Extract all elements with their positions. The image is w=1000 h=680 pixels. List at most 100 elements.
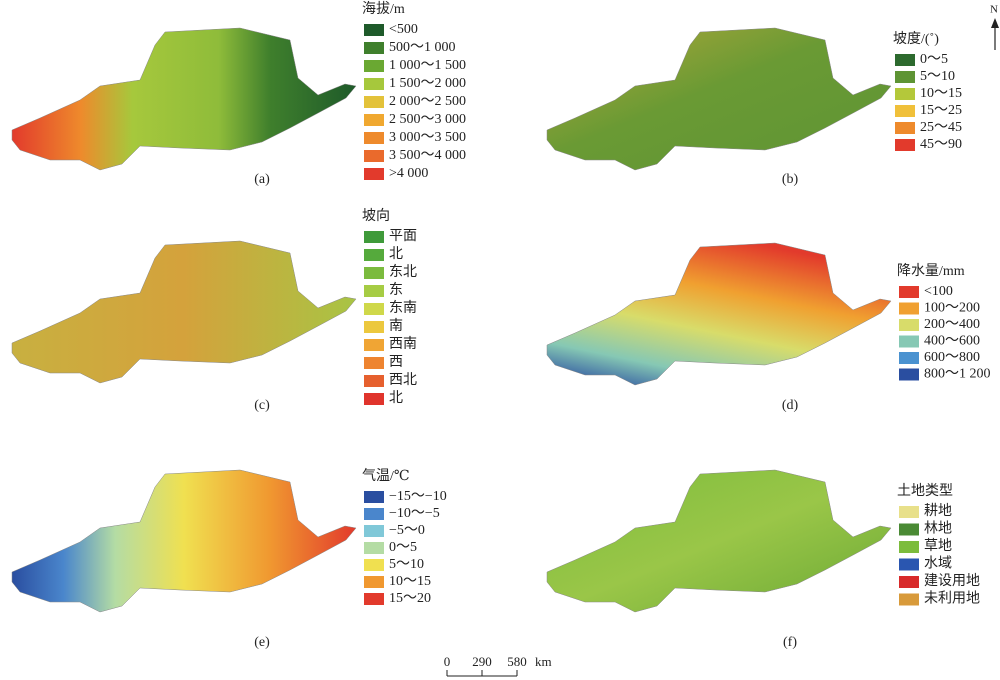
map-panel [546, 27, 892, 171]
legend-swatch [899, 558, 919, 571]
legend-label: 100～200 [924, 301, 980, 316]
legend-label: 东南 [389, 300, 417, 316]
legend-label: 25～45 [920, 120, 962, 135]
legend-label: 15～20 [389, 591, 431, 606]
legend-label: 600～800 [924, 350, 980, 365]
legend-swatch [364, 576, 384, 588]
legend-label: 北 [389, 390, 403, 406]
legend-swatch [364, 42, 384, 54]
scale-bar-label: 580 [507, 654, 527, 669]
legend-label: <500 [389, 22, 418, 37]
legend-swatch [364, 249, 384, 261]
panel-caption: (d) [782, 398, 799, 413]
map-panel [11, 27, 357, 171]
legend-swatch [364, 559, 384, 571]
legend-label: −15～−10 [389, 489, 447, 504]
legend-swatch [364, 150, 384, 162]
scale-bar-label: 290 [472, 654, 492, 669]
panel-caption: (f) [783, 635, 797, 650]
legend-label: 3 000～3 500 [389, 130, 466, 145]
legend-swatch [364, 132, 384, 144]
legend-swatch [364, 60, 384, 72]
north-label: N [990, 4, 998, 16]
legend-swatch [364, 321, 384, 333]
legend-swatch [364, 491, 384, 503]
legend-label: 水域 [924, 556, 952, 572]
legend-label: 北 [389, 246, 403, 262]
legend-label: 10～15 [920, 86, 962, 101]
legend-title: 降水量/mm [897, 263, 965, 279]
legend-label: 西 [389, 355, 403, 370]
legend-title: 土地类型 [897, 483, 953, 499]
legend-swatch [364, 357, 384, 369]
legend-swatch [364, 168, 384, 180]
legend-swatch [899, 319, 919, 331]
legend-label: 15～25 [920, 103, 962, 118]
legend-label: >4 000 [389, 166, 428, 181]
legend-title: 坡向 [362, 208, 390, 224]
legend-swatch [364, 285, 384, 297]
legend-swatch [364, 525, 384, 537]
legend-swatch [364, 114, 384, 126]
legend-swatch [895, 105, 915, 117]
legend-swatch [364, 508, 384, 520]
legend-swatch [899, 368, 919, 381]
legend-swatch [364, 96, 384, 108]
basin-map [546, 469, 892, 613]
map-panel [546, 242, 892, 386]
legend-label: 东北 [389, 264, 417, 280]
legend-swatch [364, 593, 384, 605]
basin-map [11, 469, 357, 613]
legend-label: 林地 [924, 521, 952, 537]
legend-swatch [364, 231, 384, 243]
panel-caption: (b) [782, 172, 799, 187]
legend-swatch [364, 339, 384, 351]
legend-swatch [364, 542, 384, 554]
legend-label: 400～600 [924, 334, 980, 349]
legend-label: 1 000～1 500 [389, 58, 466, 73]
legend-swatch [899, 506, 919, 518]
legend-swatch [895, 122, 915, 134]
legend-label: <100 [924, 284, 953, 299]
legend-swatch [899, 335, 919, 348]
legend-label: 0～5 [920, 52, 948, 67]
legend-label: −5～0 [389, 523, 425, 538]
legend-label: 草地 [924, 538, 952, 554]
legend-swatch [364, 393, 384, 405]
basin-map [546, 242, 892, 386]
legend-swatch [895, 71, 915, 83]
scale-bar-unit: km [535, 654, 552, 669]
legend-title: 海拔/m [362, 1, 405, 17]
legend-label: 5～10 [389, 557, 424, 572]
legend-label: 800～1 200 [924, 367, 991, 382]
scale-bar-label: 0 [444, 654, 451, 669]
map-panel [11, 469, 357, 613]
basin-map [546, 27, 892, 171]
panel-caption: (e) [254, 635, 270, 650]
legend-label: 500～1 000 [389, 40, 456, 55]
legend-swatch [899, 286, 919, 298]
legend-label: 平面 [389, 229, 417, 244]
legend-label: 南 [389, 318, 403, 334]
legend-label: 建设用地 [924, 573, 980, 589]
legend-label: 1 500～2 000 [389, 76, 466, 91]
legend-swatch [899, 302, 919, 315]
panel-caption: (c) [254, 398, 270, 413]
legend-swatch [899, 523, 919, 536]
legend-swatch [895, 54, 915, 66]
legend-swatch [899, 593, 919, 606]
legend-swatch [364, 78, 384, 90]
basin-map [11, 27, 357, 171]
legend-swatch [895, 139, 915, 151]
legend-label: 东 [389, 282, 403, 298]
legend-swatch [364, 303, 384, 315]
legend-label: 5～10 [920, 69, 955, 84]
legend-label: 西北 [389, 372, 417, 388]
legend-label: 2 500～3 000 [389, 112, 466, 127]
legend-label: −10～−5 [389, 506, 440, 521]
legend-swatch [364, 267, 384, 279]
legend-swatch [899, 352, 919, 364]
legend-swatch [899, 576, 919, 588]
panel-caption: (a) [254, 172, 270, 187]
